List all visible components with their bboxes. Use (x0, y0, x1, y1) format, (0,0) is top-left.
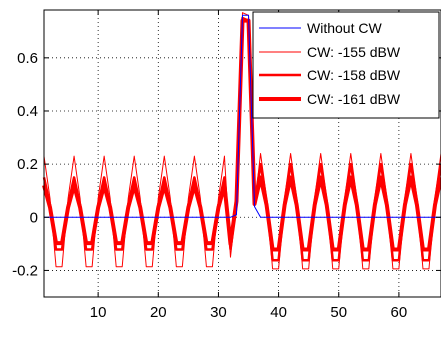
series-layer (42, 12, 441, 270)
legend-label-cw-161: CW: -161 dBW (307, 91, 401, 107)
plot-frame (43, 9, 441, 298)
legend-label-without-cw: Without CW (307, 20, 382, 36)
x-tick-label: 30 (210, 304, 227, 321)
ticks: 10 20 30 40 50 60 -0.2 0 0.2 0.4 0.6 (12, 10, 441, 321)
x-tick-label: 50 (330, 304, 347, 321)
legend-label-cw-158: CW: -158 dBW (307, 67, 401, 83)
x-tick-label: 40 (270, 304, 287, 321)
series-line-0 (44, 14, 441, 218)
x-tick-label: 20 (150, 304, 167, 321)
legend: Without CW CW: -155 dBW CW: -158 dBW CW:… (252, 11, 440, 119)
x-tick-label: 60 (391, 304, 408, 321)
y-tick-label: 0 (30, 209, 38, 226)
y-tick-label: 0.6 (17, 50, 38, 67)
y-tick-label: 0.4 (17, 103, 38, 120)
y-tick-label: -0.2 (12, 262, 38, 279)
y-tick-label: 0.2 (17, 156, 38, 173)
legend-label-cw-155: CW: -155 dBW (307, 44, 401, 60)
x-tick-label: 10 (90, 304, 107, 321)
